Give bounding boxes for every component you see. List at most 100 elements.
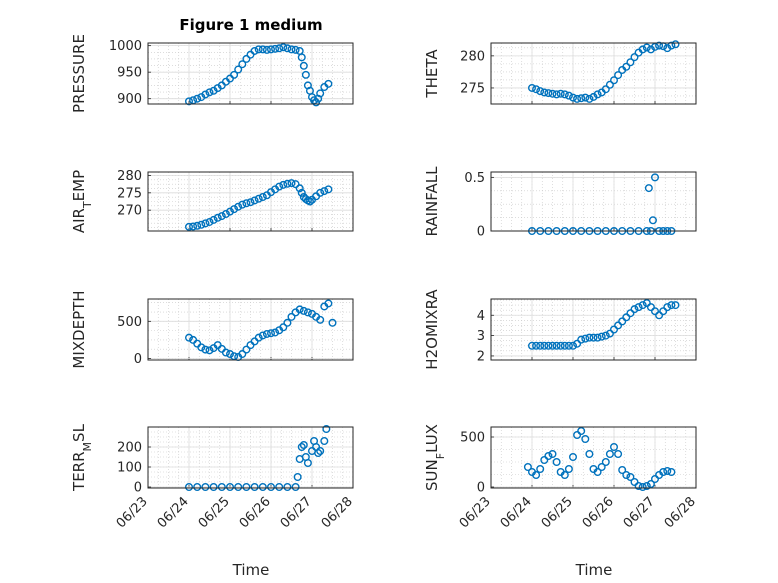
- data-point: [663, 467, 672, 476]
- data-point: [201, 219, 210, 228]
- data-point: [540, 456, 549, 465]
- y-axis-label: MIXDEPTH: [70, 290, 88, 368]
- data-point: [626, 309, 635, 318]
- y-tick-label: 0: [477, 481, 485, 496]
- data-point: [258, 192, 267, 201]
- x-tick-label: 06/25: [539, 494, 576, 531]
- data-point: [569, 453, 578, 462]
- data-point: [201, 345, 210, 354]
- data-point: [287, 45, 296, 54]
- data-point: [217, 212, 226, 221]
- data-point: [548, 450, 557, 459]
- y-tick-label: 275: [460, 81, 485, 96]
- data-point: [610, 443, 619, 452]
- data-point: [254, 45, 263, 54]
- data-point: [225, 483, 234, 492]
- subplot-5: 0 500 MIXDEPTH: [70, 290, 354, 369]
- data-point: [297, 443, 306, 452]
- y-tick-label: 100: [117, 461, 142, 476]
- figure-title: Figure 1 medium: [179, 16, 322, 34]
- x-tick-label: 06/23: [114, 494, 151, 531]
- data-point: [217, 483, 226, 492]
- data-point: [544, 341, 553, 350]
- data-point: [262, 329, 271, 338]
- axes-box: [490, 426, 697, 489]
- data-point: [659, 307, 668, 316]
- data-point: [540, 88, 549, 97]
- data-point: [610, 76, 619, 85]
- data-point: [258, 331, 267, 340]
- y-axis-label: H2OMIXRA: [423, 289, 441, 370]
- data-point: [622, 313, 631, 322]
- data-point: [644, 184, 653, 193]
- data-point: [262, 45, 271, 54]
- data-point: [297, 188, 306, 197]
- data-point: [532, 85, 541, 94]
- axes-box: [147, 426, 354, 489]
- data-point: [581, 334, 590, 343]
- y-tick-label: 1000: [109, 39, 142, 54]
- data-point: [297, 53, 306, 62]
- data-point: [242, 483, 251, 492]
- data-point: [287, 179, 296, 188]
- data-point: [626, 473, 635, 482]
- axes-box: [490, 42, 697, 105]
- data-point: [275, 182, 284, 191]
- data-point: [324, 185, 333, 194]
- data-point: [291, 483, 300, 492]
- plot-area: [491, 172, 696, 231]
- y-axis-label: SUNFLUX: [423, 424, 447, 491]
- data-point: [548, 89, 557, 98]
- data-point: [630, 478, 639, 487]
- data-point: [556, 341, 565, 350]
- data-point: [238, 350, 247, 359]
- data-point: [225, 350, 234, 359]
- data-point: [638, 301, 647, 310]
- x-tick-label: 06/23: [457, 494, 494, 531]
- data-point: [316, 447, 325, 456]
- x-tick-label: 06/24: [155, 494, 192, 531]
- subplot-3: 270 275 280 AIRTEMP: [70, 169, 354, 233]
- data-point: [585, 333, 594, 342]
- axes-box: [147, 298, 354, 361]
- x-tick-label: 06/26: [237, 494, 274, 531]
- data-point: [655, 311, 664, 320]
- data-point: [184, 333, 193, 342]
- data-point: [283, 179, 292, 188]
- data-point: [328, 318, 337, 327]
- data-point: [271, 328, 280, 337]
- data-point: [250, 46, 259, 55]
- data-point: [667, 301, 676, 310]
- data-point: [564, 465, 573, 474]
- data-point: [663, 303, 672, 312]
- data-point: [581, 93, 590, 102]
- y-axis-label: TERRMSL: [70, 423, 94, 492]
- data-point: [651, 42, 660, 51]
- data-point: [320, 187, 329, 196]
- data-point: [293, 473, 302, 482]
- data-point: [324, 299, 333, 308]
- y-tick-label: 900: [117, 92, 142, 107]
- data-point: [201, 90, 210, 99]
- data-point: [597, 332, 606, 341]
- y-axis-label: AIRTEMP: [70, 170, 94, 233]
- data-point: [618, 466, 627, 475]
- data-point: [569, 93, 578, 102]
- data-point: [221, 348, 230, 357]
- data-point: [573, 431, 582, 440]
- data-point: [601, 458, 610, 467]
- data-point: [560, 341, 569, 350]
- data-point: [667, 468, 676, 477]
- data-point: [626, 58, 635, 67]
- data-point: [605, 329, 614, 338]
- data-point: [552, 90, 561, 99]
- data-point: [589, 333, 598, 342]
- y-tick-label: 200: [117, 441, 142, 456]
- data-point: [267, 329, 276, 338]
- data-point: [193, 221, 202, 230]
- data-point: [646, 480, 655, 489]
- data-point: [569, 341, 578, 350]
- data-point: [254, 333, 263, 342]
- data-point: [299, 61, 308, 70]
